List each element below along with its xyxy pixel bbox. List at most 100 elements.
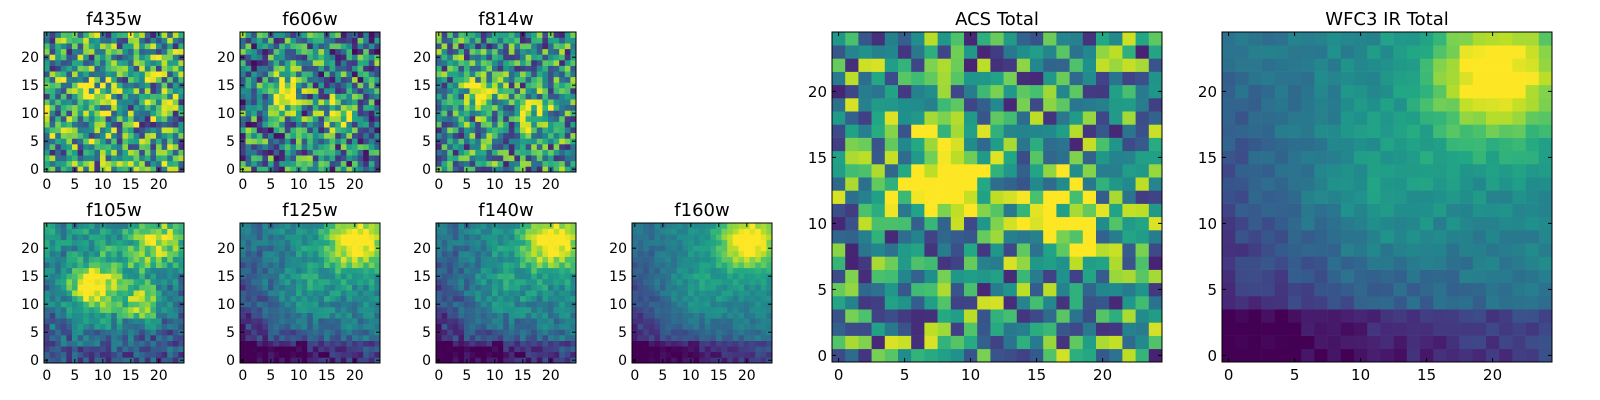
- heatmap-cell: [318, 284, 325, 291]
- heatmap-cell: [240, 104, 246, 111]
- heatmap-cell: [329, 357, 336, 364]
- heatmap-cell: [324, 245, 330, 252]
- heatmap-cell: [94, 340, 101, 347]
- heatmap-cell: [144, 127, 151, 134]
- heatmap-cell: [284, 138, 291, 145]
- heatmap-cell: [924, 282, 938, 297]
- heatmap-cell: [262, 132, 269, 139]
- heatmap-cell: [150, 144, 157, 150]
- heatmap-cell: [178, 93, 185, 100]
- heatmap-cell: [100, 234, 106, 241]
- heatmap-cell: [531, 116, 538, 122]
- heatmap-cell: [503, 312, 510, 319]
- heatmap-cell: [548, 256, 554, 263]
- heatmap-cell: [335, 340, 342, 347]
- heatmap-cell: [832, 150, 846, 165]
- heatmap-cell: [161, 234, 168, 241]
- heatmap-cell: [368, 65, 375, 72]
- heatmap-cell: [307, 43, 314, 50]
- heatmap-cell: [178, 290, 185, 297]
- heatmap-cell: [564, 132, 571, 139]
- heatmap-cell: [436, 144, 442, 150]
- heatmap-cell: [178, 284, 185, 291]
- heatmap-cell: [77, 284, 84, 291]
- heatmap-cell: [1135, 164, 1150, 178]
- heatmap-cell: [77, 37, 84, 44]
- heatmap-cell: [710, 318, 717, 325]
- heatmap-cell: [268, 149, 274, 156]
- heatmap-cell: [447, 279, 454, 285]
- heatmap-cell: [318, 290, 325, 297]
- heatmap-cell: [374, 256, 381, 263]
- heatmap-cell: [1135, 335, 1150, 350]
- heatmap-cell: [744, 318, 750, 325]
- heatmap-cell: [480, 48, 487, 55]
- heatmap-cell: [514, 132, 521, 139]
- heatmap-cell: [116, 340, 123, 347]
- heatmap-cell: [262, 76, 269, 83]
- heatmap-cell: [503, 82, 510, 89]
- heatmap-cell: [128, 155, 134, 162]
- heatmap-cell: [335, 262, 342, 269]
- heatmap-cell: [458, 307, 465, 313]
- heatmap-cell: [340, 116, 347, 122]
- heatmap-cell: [514, 267, 521, 274]
- heatmap-cell: [245, 54, 252, 61]
- heatmap-cell: [548, 340, 554, 347]
- heatmap-cell: [452, 48, 459, 55]
- heatmap-cell: [172, 323, 179, 330]
- heatmap-cell: [1056, 190, 1070, 204]
- heatmap-cell: [150, 318, 157, 325]
- heatmap-cell: [531, 71, 538, 78]
- heatmap-cell: [648, 323, 655, 330]
- heatmap-cell: [469, 301, 476, 308]
- heatmap-cell: [352, 144, 358, 150]
- heatmap-cell: [105, 234, 112, 241]
- heatmap-cell: [368, 155, 375, 162]
- heatmap-cell: [548, 284, 554, 291]
- heatmap-cell: [150, 88, 157, 94]
- heatmap-cell: [55, 65, 62, 72]
- heatmap-cell: [716, 335, 722, 341]
- heatmap-cell: [564, 251, 571, 257]
- heatmap-cell: [503, 166, 510, 173]
- heatmap-cell: [514, 279, 521, 285]
- heatmap-cell: [520, 48, 526, 55]
- heatmap-cell: [514, 323, 521, 330]
- heatmap-cell: [262, 301, 269, 308]
- heatmap-cell: [77, 323, 84, 330]
- heatmap-cell: [139, 340, 146, 347]
- heatmap-cell: [307, 82, 314, 89]
- heatmap-cell: [458, 323, 465, 330]
- heatmap-cell: [654, 245, 661, 252]
- heatmap-cell: [525, 245, 532, 252]
- heatmap-cell: [284, 149, 291, 156]
- heatmap-cell: [536, 37, 543, 44]
- heatmap-cell: [60, 48, 67, 55]
- heatmap-cell: [245, 228, 252, 235]
- heatmap-cell: [290, 307, 297, 313]
- heatmap-cell: [486, 323, 493, 330]
- heatmap-cell: [531, 228, 538, 235]
- heatmap-cell: [105, 267, 112, 274]
- heatmap-cell: [704, 284, 711, 291]
- heatmap-cell: [111, 323, 118, 330]
- heatmap-cell: [436, 37, 442, 44]
- heatmap-cell: [133, 357, 140, 364]
- heatmap-cell: [845, 216, 859, 231]
- heatmap-cell: [492, 88, 498, 94]
- heatmap-cell: [352, 290, 358, 297]
- heatmap-cell: [503, 340, 510, 347]
- heatmap-cell: [480, 43, 487, 50]
- heatmap-cell: [497, 346, 504, 353]
- heatmap-cell: [273, 357, 280, 364]
- heatmap-cell: [508, 160, 515, 167]
- heatmap-cell: [66, 234, 73, 241]
- heatmap-cell: [94, 104, 101, 111]
- heatmap-cell: [83, 155, 90, 162]
- heatmap-cell: [1056, 256, 1070, 270]
- heatmap-cell: [514, 251, 521, 257]
- heatmap-cell: [990, 348, 1004, 363]
- heatmap-cell: [441, 166, 448, 173]
- heatmap-cell: [60, 312, 67, 319]
